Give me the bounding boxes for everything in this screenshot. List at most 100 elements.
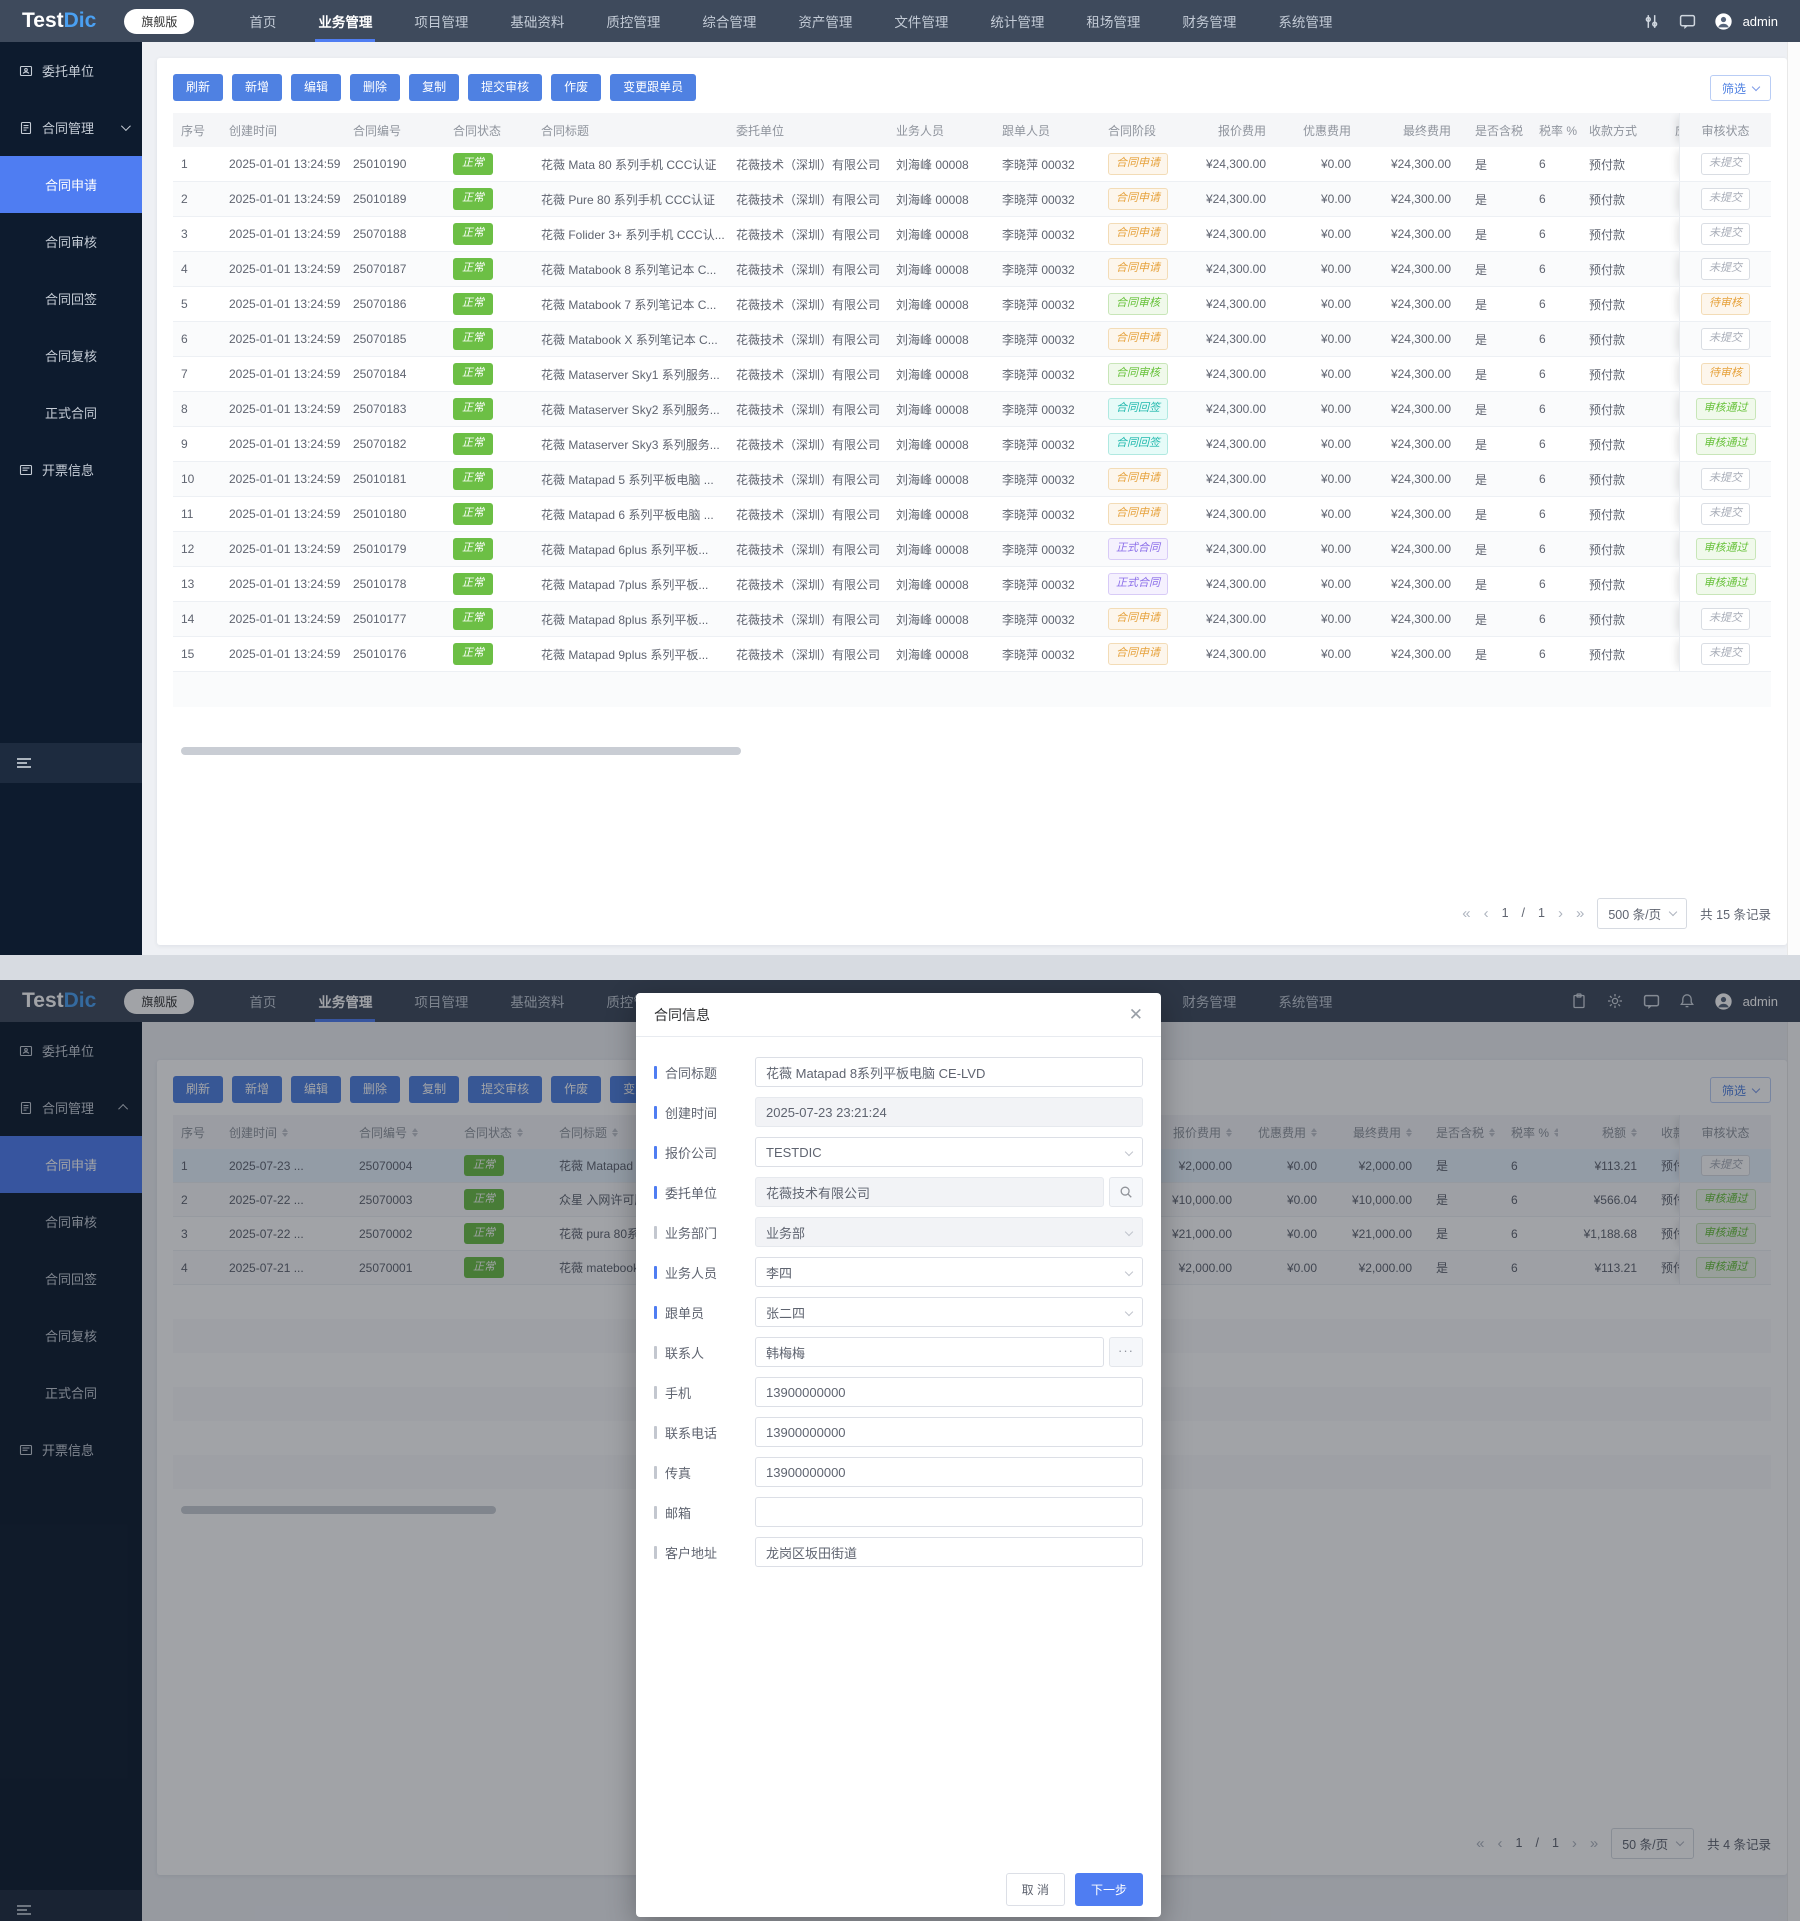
nav-menu-item[interactable]: 租场管理 — [1086, 15, 1141, 30]
gear-icon[interactable] — [1607, 993, 1624, 1010]
sidebar-item-contract-mgmt[interactable]: 合同管理 — [0, 99, 142, 156]
toolbar-button[interactable]: 作废 — [551, 1076, 602, 1103]
sidebar-item-client-unit[interactable]: 委托单位 — [0, 1022, 142, 1079]
table-row[interactable]: 14 2025-01-01 13:24:59 25010177 正常 花薇 Ma… — [173, 602, 1771, 637]
table-row[interactable]: 1 2025-01-01 13:24:59 25010190 正常 花薇 Mat… — [173, 147, 1771, 182]
table-header-cell[interactable]: 优惠费用 — [1248, 1115, 1333, 1149]
avatar[interactable] — [1714, 12, 1732, 30]
cancel-button[interactable]: 取 消 — [1005, 1872, 1065, 1906]
nav-menu-item[interactable]: 质控管理 — [606, 15, 661, 30]
toolbar-button[interactable]: 提交审核 — [468, 1076, 543, 1103]
form-input[interactable]: 李四 — [755, 1257, 1143, 1287]
table-header-cell[interactable]: 合同状态 — [456, 1115, 551, 1149]
table-row[interactable]: 4 2025-01-01 13:24:59 25070187 正常 花薇 Mat… — [173, 252, 1771, 287]
nav-menu-item[interactable]: 项目管理 — [414, 15, 469, 30]
nav-menu-item[interactable]: 业务管理 — [297, 0, 393, 42]
toolbar-button[interactable]: 新增 — [232, 74, 283, 101]
sidebar-subitem[interactable]: 合同申请 — [0, 156, 142, 213]
sidebar-subitem[interactable]: 合同复核 — [44, 1329, 97, 1344]
toolbar-button[interactable]: 删除 — [350, 1076, 401, 1103]
nav-menu-item[interactable]: 文件管理 — [894, 15, 949, 30]
table-row[interactable]: 8 2025-01-01 13:24:59 25070183 正常 花薇 Mat… — [173, 392, 1771, 427]
filter-button[interactable]: 筛选 — [1709, 1077, 1771, 1103]
vertical-scrollbar-track[interactable] — [1787, 1022, 1800, 1921]
toolbar-button[interactable]: 变更跟单员 — [610, 74, 697, 101]
toolbar-button[interactable]: 编辑 — [291, 1076, 342, 1103]
field-append-button[interactable]: ··· — [1109, 1177, 1143, 1207]
table-header-cell[interactable]: 是否含税 — [1428, 1115, 1503, 1149]
nav-menu-item[interactable]: 项目管理 — [414, 995, 469, 1010]
table-row[interactable]: 5 2025-01-01 13:24:59 25070186 正常 花薇 Mat… — [173, 287, 1771, 322]
sidebar-item-invoice-info[interactable]: 开票信息 — [0, 1421, 142, 1478]
form-input[interactable]: 2025-07-23 23:21:24 — [755, 1097, 1143, 1127]
table-row[interactable]: 7 2025-01-01 13:24:59 25070184 正常 花薇 Mat… — [173, 357, 1771, 392]
nav-menu-item[interactable]: 业务管理 — [297, 980, 393, 1022]
sidebar-subitem[interactable]: 合同申请 — [0, 1136, 142, 1193]
sidebar-subitem[interactable]: 合同回签 — [44, 1272, 97, 1287]
page-size-select[interactable]: 500 条/页 — [1597, 897, 1688, 929]
nav-menu-item[interactable]: 统计管理 — [990, 15, 1045, 30]
table-row[interactable]: 10 2025-01-01 13:24:59 25010181 正常 花薇 Ma… — [173, 462, 1771, 497]
form-input[interactable]: 韩梅梅 — [755, 1337, 1104, 1367]
form-input[interactable]: 花薇技术有限公司 — [755, 1177, 1104, 1207]
horizontal-scrollbar-thumb[interactable] — [181, 1506, 496, 1514]
form-input[interactable]: 龙岗区坂田街道 — [755, 1537, 1143, 1567]
toolbar-button[interactable]: 新增 — [232, 1076, 283, 1103]
table-header-cell[interactable]: 税额 — [1558, 1115, 1653, 1149]
toolbar-button[interactable]: 复制 — [409, 74, 460, 101]
nav-menu-item[interactable]: 资产管理 — [798, 15, 853, 30]
toolbar-button[interactable]: 提交审核 — [468, 74, 543, 101]
toolbar-button[interactable]: 刷新 — [173, 1076, 224, 1103]
nav-menu-item[interactable]: 基础资料 — [510, 995, 565, 1010]
toolbar-button[interactable]: 删除 — [350, 74, 401, 101]
vertical-scrollbar-track[interactable] — [1787, 42, 1800, 955]
table-header-cell[interactable]: 报价费用 — [1163, 1115, 1248, 1149]
sidebar-item-client-unit[interactable]: 委托单位 — [0, 42, 142, 99]
form-input[interactable]: 张二四 — [755, 1297, 1143, 1327]
username[interactable]: admin — [1742, 13, 1778, 29]
avatar[interactable] — [1714, 992, 1732, 1010]
pagination-first[interactable]: « — [1476, 1834, 1485, 1852]
nav-menu-item[interactable]: 财务管理 — [1182, 995, 1237, 1010]
filter-button[interactable]: 筛选 — [1709, 75, 1771, 101]
pagination-last[interactable]: » — [1589, 1834, 1599, 1852]
sidebar-subitem[interactable]: 正式合同 — [44, 406, 97, 421]
form-input[interactable]: 花薇 Matapad 8系列平板电脑 CE-LVD — [755, 1057, 1143, 1087]
table-header-cell[interactable]: 序号 — [181, 1125, 206, 1140]
pagination-prev[interactable]: ‹ — [1483, 904, 1489, 922]
table-row[interactable]: 2 2025-01-01 13:24:59 25010189 正常 花薇 Pur… — [173, 182, 1771, 217]
next-step-button[interactable]: 下一步 — [1074, 1872, 1143, 1906]
table-header-cell[interactable]: 税率 % — [1503, 1115, 1558, 1149]
form-input[interactable]: 13900000000 — [755, 1457, 1143, 1487]
sidebar-subitem[interactable]: 合同回签 — [44, 292, 97, 307]
username[interactable]: admin — [1742, 993, 1778, 1009]
sidebar-collapse-button[interactable] — [0, 1890, 142, 1921]
sliders-icon[interactable] — [1643, 13, 1660, 30]
nav-menu-item[interactable]: 首页 — [249, 15, 277, 30]
horizontal-scrollbar-thumb[interactable] — [181, 747, 741, 755]
table-row[interactable]: 6 2025-01-01 13:24:59 25070185 正常 花薇 Mat… — [173, 322, 1771, 357]
sidebar-subitem[interactable]: 合同审核 — [44, 1215, 97, 1230]
table-header-cell[interactable]: 合同标题 — [551, 1115, 761, 1149]
table-row[interactable]: 3 2025-01-01 13:24:59 25070188 正常 花薇 Fol… — [173, 217, 1771, 252]
sidebar-collapse-button[interactable] — [0, 743, 142, 783]
table-header-cell[interactable]: 创建时间 — [221, 1115, 351, 1149]
pagination-next[interactable]: › — [1571, 1834, 1577, 1852]
close-icon[interactable]: ✕ — [1128, 1005, 1143, 1024]
bell-icon[interactable] — [1679, 993, 1696, 1010]
table-row[interactable]: 13 2025-01-01 13:24:59 25010178 正常 花薇 Ma… — [173, 567, 1771, 602]
nav-menu-item[interactable]: 首页 — [249, 995, 277, 1010]
pagination-first[interactable]: « — [1462, 904, 1471, 922]
table-row[interactable]: 11 2025-01-01 13:24:59 25010180 正常 花薇 Ma… — [173, 497, 1771, 532]
table-header-cell[interactable]: 最终费用 — [1333, 1115, 1428, 1149]
toolbar-button[interactable]: 编辑 — [291, 74, 342, 101]
nav-menu-item[interactable]: 系统管理 — [1278, 15, 1333, 30]
pagination-next[interactable]: › — [1557, 904, 1563, 922]
toolbar-button[interactable]: 复制 — [409, 1076, 460, 1103]
form-input[interactable]: TESTDIC — [755, 1137, 1143, 1167]
nav-menu-item[interactable]: 综合管理 — [702, 15, 757, 30]
nav-menu-item[interactable]: 基础资料 — [510, 15, 565, 30]
sidebar-item-contract-mgmt[interactable]: 合同管理 — [0, 1079, 142, 1136]
sidebar-subitem[interactable]: 正式合同 — [44, 1386, 97, 1401]
nav-menu-item[interactable]: 财务管理 — [1182, 15, 1237, 30]
